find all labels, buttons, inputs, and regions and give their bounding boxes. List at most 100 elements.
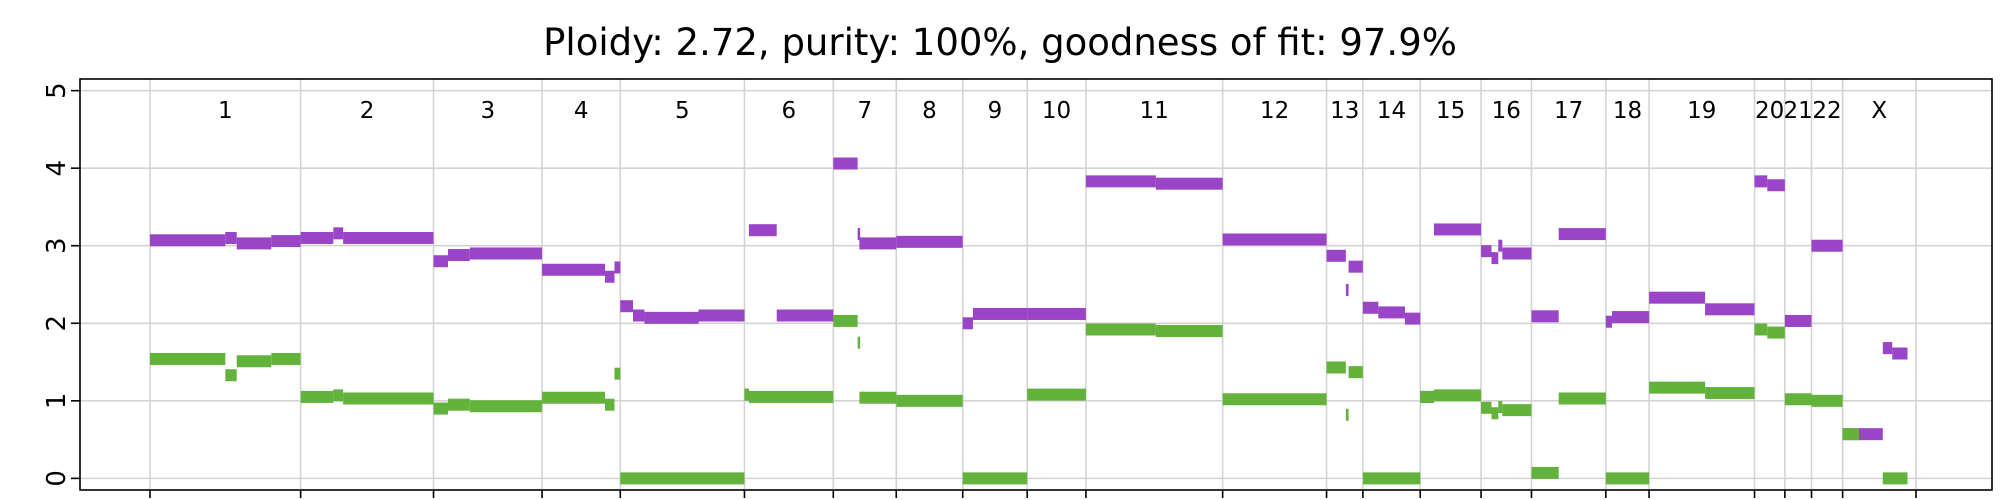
minor-copy-number-segment [1085,323,1156,336]
minor-copy-number-segment [1705,387,1755,400]
chromosome-label: 11 [1140,98,1169,124]
major-copy-number-segment [859,237,897,250]
major-copy-number-segment [1491,252,1499,265]
minor-copy-number-segment [620,472,745,485]
major-copy-number-segment [833,157,858,170]
minor-copy-number-segment [1842,428,1859,441]
major-copy-number-segment [857,228,861,241]
major-copy-number-segment [1348,260,1363,273]
major-copy-number-segment [343,231,434,244]
minor-copy-number-segment [1345,408,1349,421]
segment-layer [150,157,1908,485]
major-copy-number-segment [1882,342,1893,355]
minor-copy-number-segment [1348,366,1363,379]
minor-copy-number-segment [150,352,226,365]
chromosome-label: 21 [1784,98,1813,124]
y-tick-label: 1 [42,393,72,410]
minor-copy-number-segment [744,388,749,401]
major-copy-number-segment [1531,310,1559,323]
chromosome-label: 17 [1554,98,1583,124]
major-copy-number-segment [1649,291,1706,304]
major-copy-number-segment [620,300,634,313]
major-copy-number-segment [433,255,449,268]
minor-copy-number-segment [1784,393,1812,406]
major-copy-number-segment [542,263,606,276]
minor-copy-number-segment [1498,401,1503,414]
major-copy-number-segment [962,317,973,330]
chromosome-label: 13 [1330,98,1359,124]
major-copy-number-segment [776,309,834,322]
major-copy-number-segment [1767,179,1785,192]
major-copy-number-segment [1558,228,1606,241]
minor-copy-number-segment [1605,472,1650,485]
major-copy-number-segment [1326,249,1346,262]
minor-copy-number-segment [833,314,858,327]
major-copy-number-segment [1498,239,1503,252]
major-copy-number-segment [698,309,745,322]
chromosome-label: 9 [988,98,1003,124]
minor-copy-number-segment [448,398,470,411]
major-copy-number-segment [1378,306,1405,319]
chromosome-label: 7 [857,98,872,124]
major-copy-number-segment [633,309,645,322]
minor-copy-number-segment [271,352,301,365]
major-copy-number-segment [1481,245,1492,258]
major-copy-number-segment [1362,301,1379,314]
minor-copy-number-segment [748,390,834,403]
minor-copy-number-segment [1362,472,1421,485]
major-copy-number-segment [448,249,470,262]
chromosome-label: 8 [922,98,937,124]
minor-copy-number-segment [962,472,1028,485]
minor-copy-number-segment [614,367,621,380]
major-copy-number-segment [1027,307,1086,320]
major-copy-number-segment [748,224,777,237]
major-copy-number-segment [225,231,237,244]
chromosome-label: 1 [218,98,233,124]
major-copy-number-segment [1784,314,1812,327]
grid-layer [80,79,1992,490]
minor-copy-number-segment [1558,392,1606,405]
y-tick-label: 5 [42,82,72,99]
minor-copy-number-segment [1326,361,1346,374]
major-copy-number-segment [1404,312,1421,325]
major-copy-number-segment [469,247,543,260]
minor-copy-number-segment [1767,326,1785,339]
chromosome-label: 19 [1687,98,1716,124]
chromosome-label: 14 [1377,98,1406,124]
minor-copy-number-segment [896,394,963,407]
chromosome-label: 10 [1042,98,1071,124]
major-copy-number-segment [1433,223,1482,236]
minor-copy-number-segment [1882,472,1908,485]
chromosome-label: 18 [1613,98,1642,124]
minor-copy-number-segment [333,389,344,402]
major-copy-number-segment [1222,233,1327,246]
minor-copy-number-segment [1222,393,1327,406]
y-tick-label: 3 [42,237,72,254]
y-tick-label: 4 [42,160,72,177]
chart-title: Ploidy: 2.72, purity: 100%, goodness of … [543,21,1457,64]
major-copy-number-segment [300,231,334,244]
major-copy-number-segment [1892,347,1908,360]
chromosome-label: 2 [360,98,375,124]
major-copy-number-segment [1705,303,1755,316]
minor-copy-number-segment [1481,401,1492,414]
minor-copy-number-segment [1754,323,1768,336]
minor-copy-number-segment [469,400,543,413]
minor-copy-number-segment [236,355,272,368]
minor-copy-number-segment [1811,394,1843,407]
minor-copy-number-segment [1649,381,1706,394]
minor-copy-number-segment [542,391,606,404]
minor-copy-number-segment [605,398,615,411]
minor-copy-number-segment [859,391,897,404]
minor-copy-number-segment [1027,388,1086,401]
major-copy-number-segment [614,261,621,274]
chromosome-label: 4 [574,98,589,124]
chromosome-label: 22 [1812,98,1841,124]
major-copy-number-segment [1155,177,1223,190]
major-copy-number-segment [236,237,272,250]
minor-copy-number-segment [1531,466,1559,479]
chromosome-label: 15 [1436,98,1465,124]
major-copy-number-segment [1754,175,1768,188]
